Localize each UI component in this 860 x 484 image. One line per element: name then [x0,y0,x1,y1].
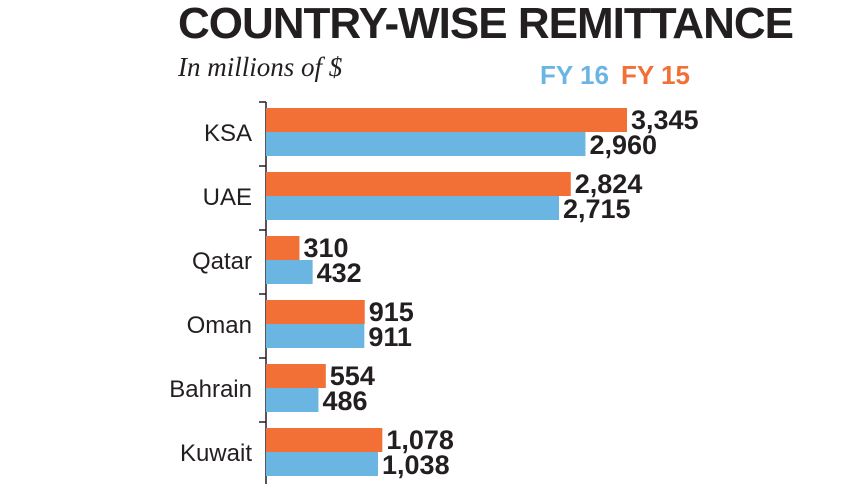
value-label-fy15: 2,824 [575,169,643,199]
value-label-fy15: 554 [330,361,375,391]
value-label-fy15: 1,078 [386,425,454,455]
value-label-fy15: 915 [369,297,414,327]
value-label-fy16: 486 [322,386,367,416]
category-label: UAE [203,184,252,211]
value-label-fy16: 2,715 [563,194,631,224]
bar-fy16 [266,132,586,156]
category-label: Qatar [192,248,252,275]
bar-fy16 [266,388,319,412]
bar-fy15 [266,172,571,196]
bar-fy16 [266,196,560,220]
chart-subtitle: In millions of $ [178,52,343,82]
bar-fy15 [266,236,300,260]
bar-fy16 [266,324,365,348]
value-label-fy16: 2,960 [589,130,657,160]
category-label: KSA [204,120,252,147]
category-label: Bahrain [169,376,252,403]
bars [266,108,627,476]
value-label-fy15: 310 [303,233,348,263]
legend-fy16: FY 16 [540,60,609,90]
bar-fy15 [266,428,383,452]
bar-fy16 [266,260,313,284]
legend-fy15: FY 15 [621,60,690,90]
category-label: Oman [187,312,252,339]
value-label-fy15: 3,345 [631,105,699,135]
chart-title: COUNTRY-WISE REMITTANCE [178,0,794,48]
bar-fy16 [266,452,379,476]
value-label-fy16: 432 [317,258,362,288]
y-axis [259,101,267,484]
value-label-fy16: 1,038 [382,450,450,480]
value-label-fy16: 911 [368,322,412,352]
bar-fy15 [266,300,365,324]
bar-fy15 [266,364,326,388]
bar-fy15 [266,108,627,132]
category-label: Kuwait [180,440,252,467]
